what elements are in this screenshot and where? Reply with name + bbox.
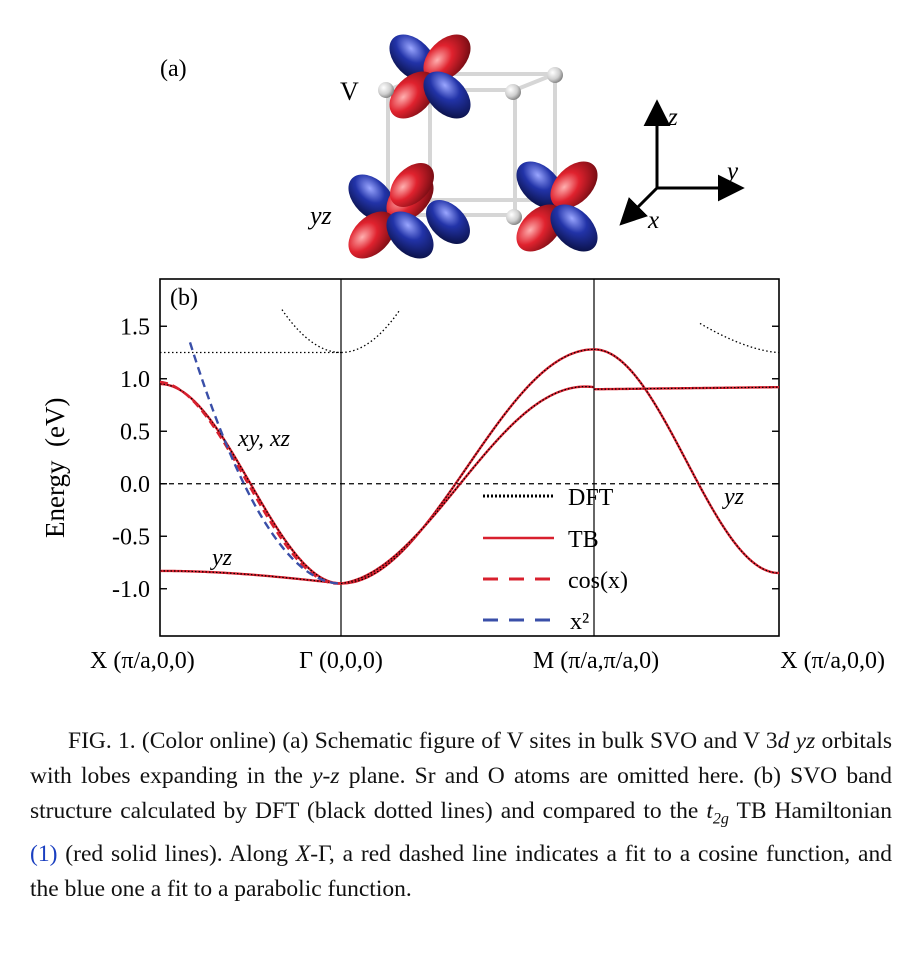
- legend-label-dft: DFT: [568, 485, 614, 511]
- axis-x-label: x: [647, 207, 659, 234]
- legend-label-x2: x²: [570, 609, 589, 635]
- caption-fig-number: FIG. 1.: [68, 728, 136, 754]
- legend: DFT TB cos(x) x²: [483, 485, 628, 635]
- figure-caption: FIG. 1. (Color online) (a) Schematic fig…: [30, 728, 893, 902]
- kpath-label-x-right: X (π/a,0,0): [780, 648, 885, 674]
- y-tick-label: 1.5: [120, 314, 150, 340]
- annotation-xy-xz: xy, xz: [237, 426, 291, 452]
- axis-y-label: y: [724, 158, 739, 185]
- y-tick-label: 1.0: [120, 367, 150, 393]
- band-structure-plot: 1.5 1.0 0.5 0.0 -0.5 -1.0: [112, 278, 780, 637]
- band-xy-xz-xg-dft: [159, 383, 342, 585]
- y-tick-label: 0.0: [120, 472, 150, 498]
- orbital-bottom-center: [390, 163, 470, 244]
- band-yz-xg-dft: [160, 570, 342, 585]
- band-flat-mx: [593, 385, 780, 391]
- band-lower-gm: [340, 385, 595, 585]
- y-tick-label: -1.0: [112, 577, 150, 603]
- axes-triad: [619, 99, 745, 226]
- y-axis-label: Energy (eV): [40, 398, 70, 538]
- dft-eg-parabola: [281, 309, 401, 354]
- kpath-label-gamma: Γ (0,0,0): [299, 648, 383, 674]
- orbital-bottom-right: [516, 161, 598, 252]
- axis-z-label: z: [667, 104, 678, 131]
- parabola-fit-line: [188, 341, 342, 585]
- y-tick-label: -0.5: [112, 524, 150, 550]
- orbital-top: [389, 34, 471, 119]
- orbital-label-yz: yz: [307, 201, 332, 230]
- annotation-yz-right: yz: [722, 484, 745, 510]
- annotation-yz-left: yz: [210, 545, 233, 571]
- band-yz-mx: [593, 348, 780, 575]
- band-yz-mx-dft: [593, 348, 780, 574]
- panel-b-label: (b): [170, 285, 198, 311]
- dft-eg-right: [699, 322, 780, 354]
- y-tick-label: 0.5: [120, 419, 150, 445]
- site-label-v: V: [340, 77, 359, 106]
- v-atoms: [378, 67, 563, 225]
- band-upper-gm: [340, 348, 595, 585]
- plot-frame: [159, 278, 780, 637]
- band-lower-gm-dft: [340, 385, 595, 585]
- band-flat-mx-dft: [593, 386, 780, 390]
- legend-label-tb: TB: [568, 527, 599, 553]
- panel-a-label: (a): [160, 56, 187, 82]
- kpath-label-x-left: X (π/a,0,0): [90, 648, 195, 674]
- equation-reference-link[interactable]: (1): [30, 840, 58, 867]
- kpath-label-m: M (π/a,π/a,0): [533, 648, 659, 674]
- band-upper-gm-dft: [340, 348, 595, 585]
- legend-label-cos: cos(x): [568, 568, 628, 594]
